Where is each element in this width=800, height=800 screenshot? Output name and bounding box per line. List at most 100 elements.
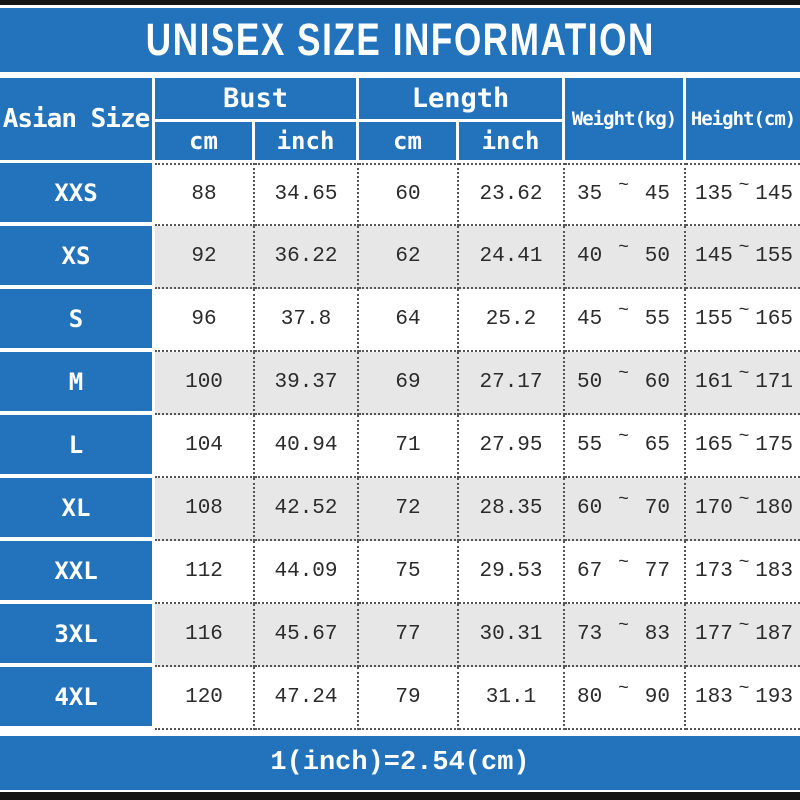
- bust-cm-cell: 92: [155, 226, 255, 289]
- col-header-height: Height(cm): [686, 78, 800, 163]
- weight-min: 45: [577, 308, 603, 331]
- table-row: XXL 112 44.09 75 29.53 67 ~77 173 ~183: [0, 541, 800, 604]
- height-min: 145: [695, 245, 733, 268]
- tilde-symbol: ~: [618, 678, 629, 699]
- tilde-symbol: ~: [738, 489, 750, 510]
- height-max: 171: [755, 371, 794, 394]
- table-row: S 96 37.8 64 25.2 45 ~55 155 ~165: [0, 289, 800, 352]
- weight-range-cell: 50 ~60: [565, 352, 687, 415]
- bust-inch-cell: 39.37: [255, 352, 359, 415]
- bust-inch-cell: 47.24: [255, 667, 359, 730]
- size-label-cell: 3XL: [0, 604, 155, 667]
- tilde-symbol: ~: [738, 615, 750, 636]
- size-label-cell: XXS: [0, 163, 155, 226]
- table-header: Asian Size Bust Length Weight(kg) Height…: [0, 78, 800, 163]
- weight-min: 73: [577, 623, 603, 646]
- length-cm-cell: 71: [359, 415, 459, 478]
- height-min: 183: [695, 686, 733, 709]
- height-min: 161: [695, 371, 733, 394]
- table-row: 4XL 120 47.24 79 31.1 80 ~90 183 ~193: [0, 667, 800, 730]
- title-bar: UNISEX SIZE INFORMATION: [0, 8, 800, 72]
- tilde-symbol: ~: [738, 175, 750, 196]
- length-inch-cell: 29.53: [459, 541, 566, 604]
- weight-max: 45: [644, 183, 671, 206]
- bust-inch-cell: 37.8: [255, 289, 359, 352]
- tilde-symbol: ~: [618, 615, 629, 636]
- length-cm-cell: 64: [359, 289, 459, 352]
- size-label-cell: L: [0, 415, 155, 478]
- subheader-length-cm: cm: [359, 122, 459, 163]
- height-min: 135: [695, 183, 733, 206]
- tilde-symbol: ~: [738, 237, 750, 258]
- weight-max: 60: [644, 371, 671, 394]
- weight-max: 65: [644, 434, 671, 457]
- subheader-bust-inch: inch: [255, 122, 359, 163]
- col-header-weight: Weight(kg): [565, 78, 687, 163]
- tilde-symbol: ~: [738, 552, 750, 573]
- length-cm-cell: 75: [359, 541, 459, 604]
- height-max: 183: [755, 560, 794, 583]
- table-row: 3XL 116 45.67 77 30.31 73 ~83 177 ~187: [0, 604, 800, 667]
- tilde-symbol: ~: [618, 552, 629, 573]
- weight-min: 67: [577, 560, 603, 583]
- weight-min: 55: [577, 434, 603, 457]
- weight-max: 77: [644, 560, 671, 583]
- tilde-symbol: ~: [618, 363, 629, 384]
- length-cm-cell: 79: [359, 667, 459, 730]
- weight-max: 83: [644, 623, 671, 646]
- weight-range-cell: 45 ~55: [565, 289, 687, 352]
- height-max: 165: [755, 308, 794, 331]
- bust-cm-cell: 112: [155, 541, 255, 604]
- bust-inch-cell: 45.67: [255, 604, 359, 667]
- weight-max: 90: [644, 686, 671, 709]
- height-max: 155: [755, 245, 794, 268]
- weight-range-cell: 35 ~45: [565, 163, 687, 226]
- size-label-cell: 4XL: [0, 667, 155, 730]
- tilde-symbol: ~: [738, 363, 750, 384]
- height-range-cell: 155 ~165: [686, 289, 800, 352]
- bust-cm-cell: 96: [155, 289, 255, 352]
- subheader-length-inch: inch: [459, 122, 566, 163]
- bust-inch-cell: 34.65: [255, 163, 359, 226]
- length-inch-cell: 24.41: [459, 226, 566, 289]
- footer-bar: 1(inch)=2.54(cm): [0, 736, 800, 790]
- chart-title: UNISEX SIZE INFORMATION: [145, 14, 655, 65]
- top-frame-bar: [0, 0, 800, 5]
- weight-max: 50: [644, 245, 671, 268]
- col-header-length: Length: [359, 78, 566, 122]
- weight-range-cell: 60 ~70: [565, 478, 687, 541]
- tilde-symbol: ~: [738, 300, 750, 321]
- bust-cm-cell: 88: [155, 163, 255, 226]
- size-label-cell: XXL: [0, 541, 155, 604]
- length-inch-cell: 28.35: [459, 478, 566, 541]
- weight-min: 35: [577, 183, 603, 206]
- tilde-symbol: ~: [618, 426, 629, 447]
- bust-inch-cell: 36.22: [255, 226, 359, 289]
- table-row: L 104 40.94 71 27.95 55 ~65 165 ~175: [0, 415, 800, 478]
- weight-range-cell: 40 ~50: [565, 226, 687, 289]
- weight-min: 60: [577, 497, 603, 520]
- height-max: 180: [755, 497, 794, 520]
- weight-min: 80: [577, 686, 603, 709]
- size-label-cell: S: [0, 289, 155, 352]
- bust-cm-cell: 104: [155, 415, 255, 478]
- table-row: XL 108 42.52 72 28.35 60 ~70 170 ~180: [0, 478, 800, 541]
- tilde-symbol: ~: [618, 237, 629, 258]
- length-inch-cell: 27.17: [459, 352, 566, 415]
- height-range-cell: 177 ~187: [686, 604, 800, 667]
- size-label-cell: XS: [0, 226, 155, 289]
- height-range-cell: 183 ~193: [686, 667, 800, 730]
- length-cm-cell: 77: [359, 604, 459, 667]
- tilde-symbol: ~: [738, 426, 750, 447]
- length-cm-cell: 72: [359, 478, 459, 541]
- length-cm-cell: 62: [359, 226, 459, 289]
- size-label-cell: XL: [0, 478, 155, 541]
- size-label-cell: M: [0, 352, 155, 415]
- weight-min: 40: [577, 245, 603, 268]
- height-min: 155: [695, 308, 733, 331]
- table-row: XS 92 36.22 62 24.41 40 ~50 145 ~155: [0, 226, 800, 289]
- length-inch-cell: 27.95: [459, 415, 566, 478]
- height-range-cell: 165 ~175: [686, 415, 800, 478]
- bust-cm-cell: 116: [155, 604, 255, 667]
- height-range-cell: 145 ~155: [686, 226, 800, 289]
